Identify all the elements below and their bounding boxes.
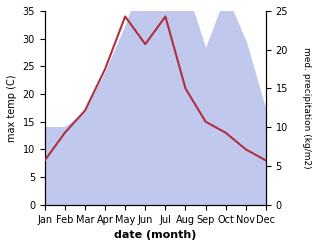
X-axis label: date (month): date (month) <box>114 230 197 240</box>
Y-axis label: med. precipitation (kg/m2): med. precipitation (kg/m2) <box>302 47 311 169</box>
Y-axis label: max temp (C): max temp (C) <box>7 74 17 142</box>
